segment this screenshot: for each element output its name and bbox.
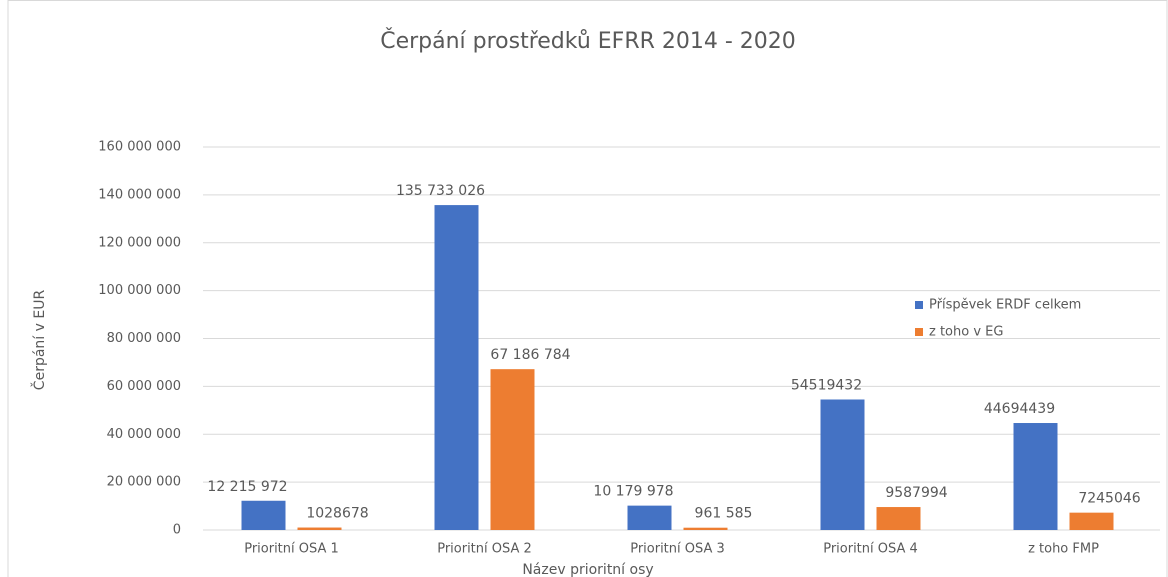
value-label: 1028678 [306, 506, 368, 522]
bar [876, 507, 921, 530]
bar [683, 527, 728, 530]
value-label: 44694439 [984, 401, 1055, 417]
y-tick-label: 20 000 000 [107, 475, 181, 490]
y-tick-label: 100 000 000 [98, 283, 181, 298]
chart-frame [7, 0, 1168, 577]
x-tick-label: z toho FMP [1028, 542, 1099, 557]
legend-label: Příspěvek ERDF celkem [929, 298, 1081, 313]
bar [297, 527, 342, 530]
x-tick-label: Prioritní OSA 1 [244, 542, 339, 557]
bar [241, 500, 286, 530]
legend-swatch [915, 328, 923, 336]
x-tick-label: Prioritní OSA 4 [823, 542, 918, 557]
chart-title: Čerpání prostředků EFRR 2014 - 2020 [380, 28, 796, 54]
bar [820, 399, 865, 530]
y-axis-label: Čerpání v EUR [30, 290, 48, 391]
legend-swatch [915, 301, 923, 309]
x-axis-label: Název prioritní osy [522, 562, 653, 577]
value-label: 54519432 [791, 377, 862, 393]
bar [627, 505, 672, 530]
bar [1013, 423, 1058, 530]
y-tick-label: 80 000 000 [107, 331, 181, 346]
y-tick-label: 40 000 000 [107, 427, 181, 442]
y-tick-label: 160 000 000 [98, 140, 181, 155]
value-label: 9587994 [885, 485, 947, 501]
x-tick-label: Prioritní OSA 3 [630, 542, 725, 557]
bar [1069, 512, 1114, 530]
value-label: 67 186 784 [490, 347, 570, 363]
value-label: 135 733 026 [396, 183, 485, 199]
bar [434, 205, 479, 531]
value-label: 12 215 972 [207, 479, 287, 495]
value-label: 10 179 978 [593, 484, 673, 500]
y-tick-label: 60 000 000 [107, 379, 181, 394]
y-tick-label: 140 000 000 [98, 187, 181, 202]
bar [490, 369, 535, 530]
legend-label: z toho v EG [929, 325, 1003, 340]
y-tick-label: 0 [173, 523, 181, 538]
value-label: 961 585 [695, 506, 753, 522]
value-label: 7245046 [1078, 491, 1140, 507]
y-tick-label: 120 000 000 [98, 235, 181, 250]
x-tick-label: Prioritní OSA 2 [437, 542, 532, 557]
